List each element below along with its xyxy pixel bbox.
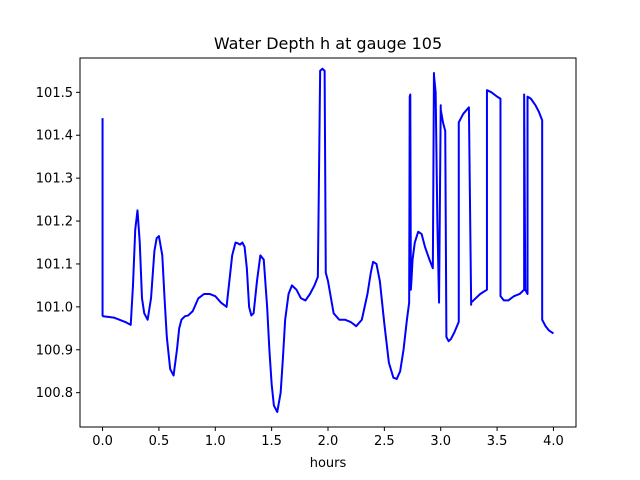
x-tick-label: 1.5 [261,434,282,449]
x-tick-label: 3.0 [430,434,451,449]
x-tick-label: 1.0 [205,434,226,449]
x-tick-label: 0.5 [149,434,170,449]
y-tick-label: 101.5 [36,86,73,101]
x-tick-label: 4.0 [543,434,564,449]
series-line-water-depth [101,67,555,413]
y-tick-label: 101.1 [36,257,73,272]
x-axis-label: hours [310,456,347,471]
x-axis: 0.0 0.5 1.0 1.5 2.0 2.5 3.0 3.5 4.0 [92,427,564,449]
x-tick-label: 2.5 [374,434,395,449]
axes-frame [79,57,577,428]
x-tick-label: 2.0 [318,434,339,449]
x-tick-label: 0.0 [92,434,113,449]
y-tick-label: 101.3 [36,172,73,187]
plot-area [79,57,577,428]
x-tick-label: 3.5 [487,434,508,449]
y-tick-label: 100.9 [36,343,73,358]
chart-title: Water Depth h at gauge 105 [214,34,442,53]
y-tick-label: 101.4 [36,129,73,144]
y-tick-label: 101.2 [36,215,73,230]
y-tick-label: 100.8 [36,386,73,401]
y-tick-label: 101.0 [36,300,73,315]
y-axis: 100.8 100.9 101.0 101.1 101.2 101.3 101.4 101.5 [36,86,80,401]
